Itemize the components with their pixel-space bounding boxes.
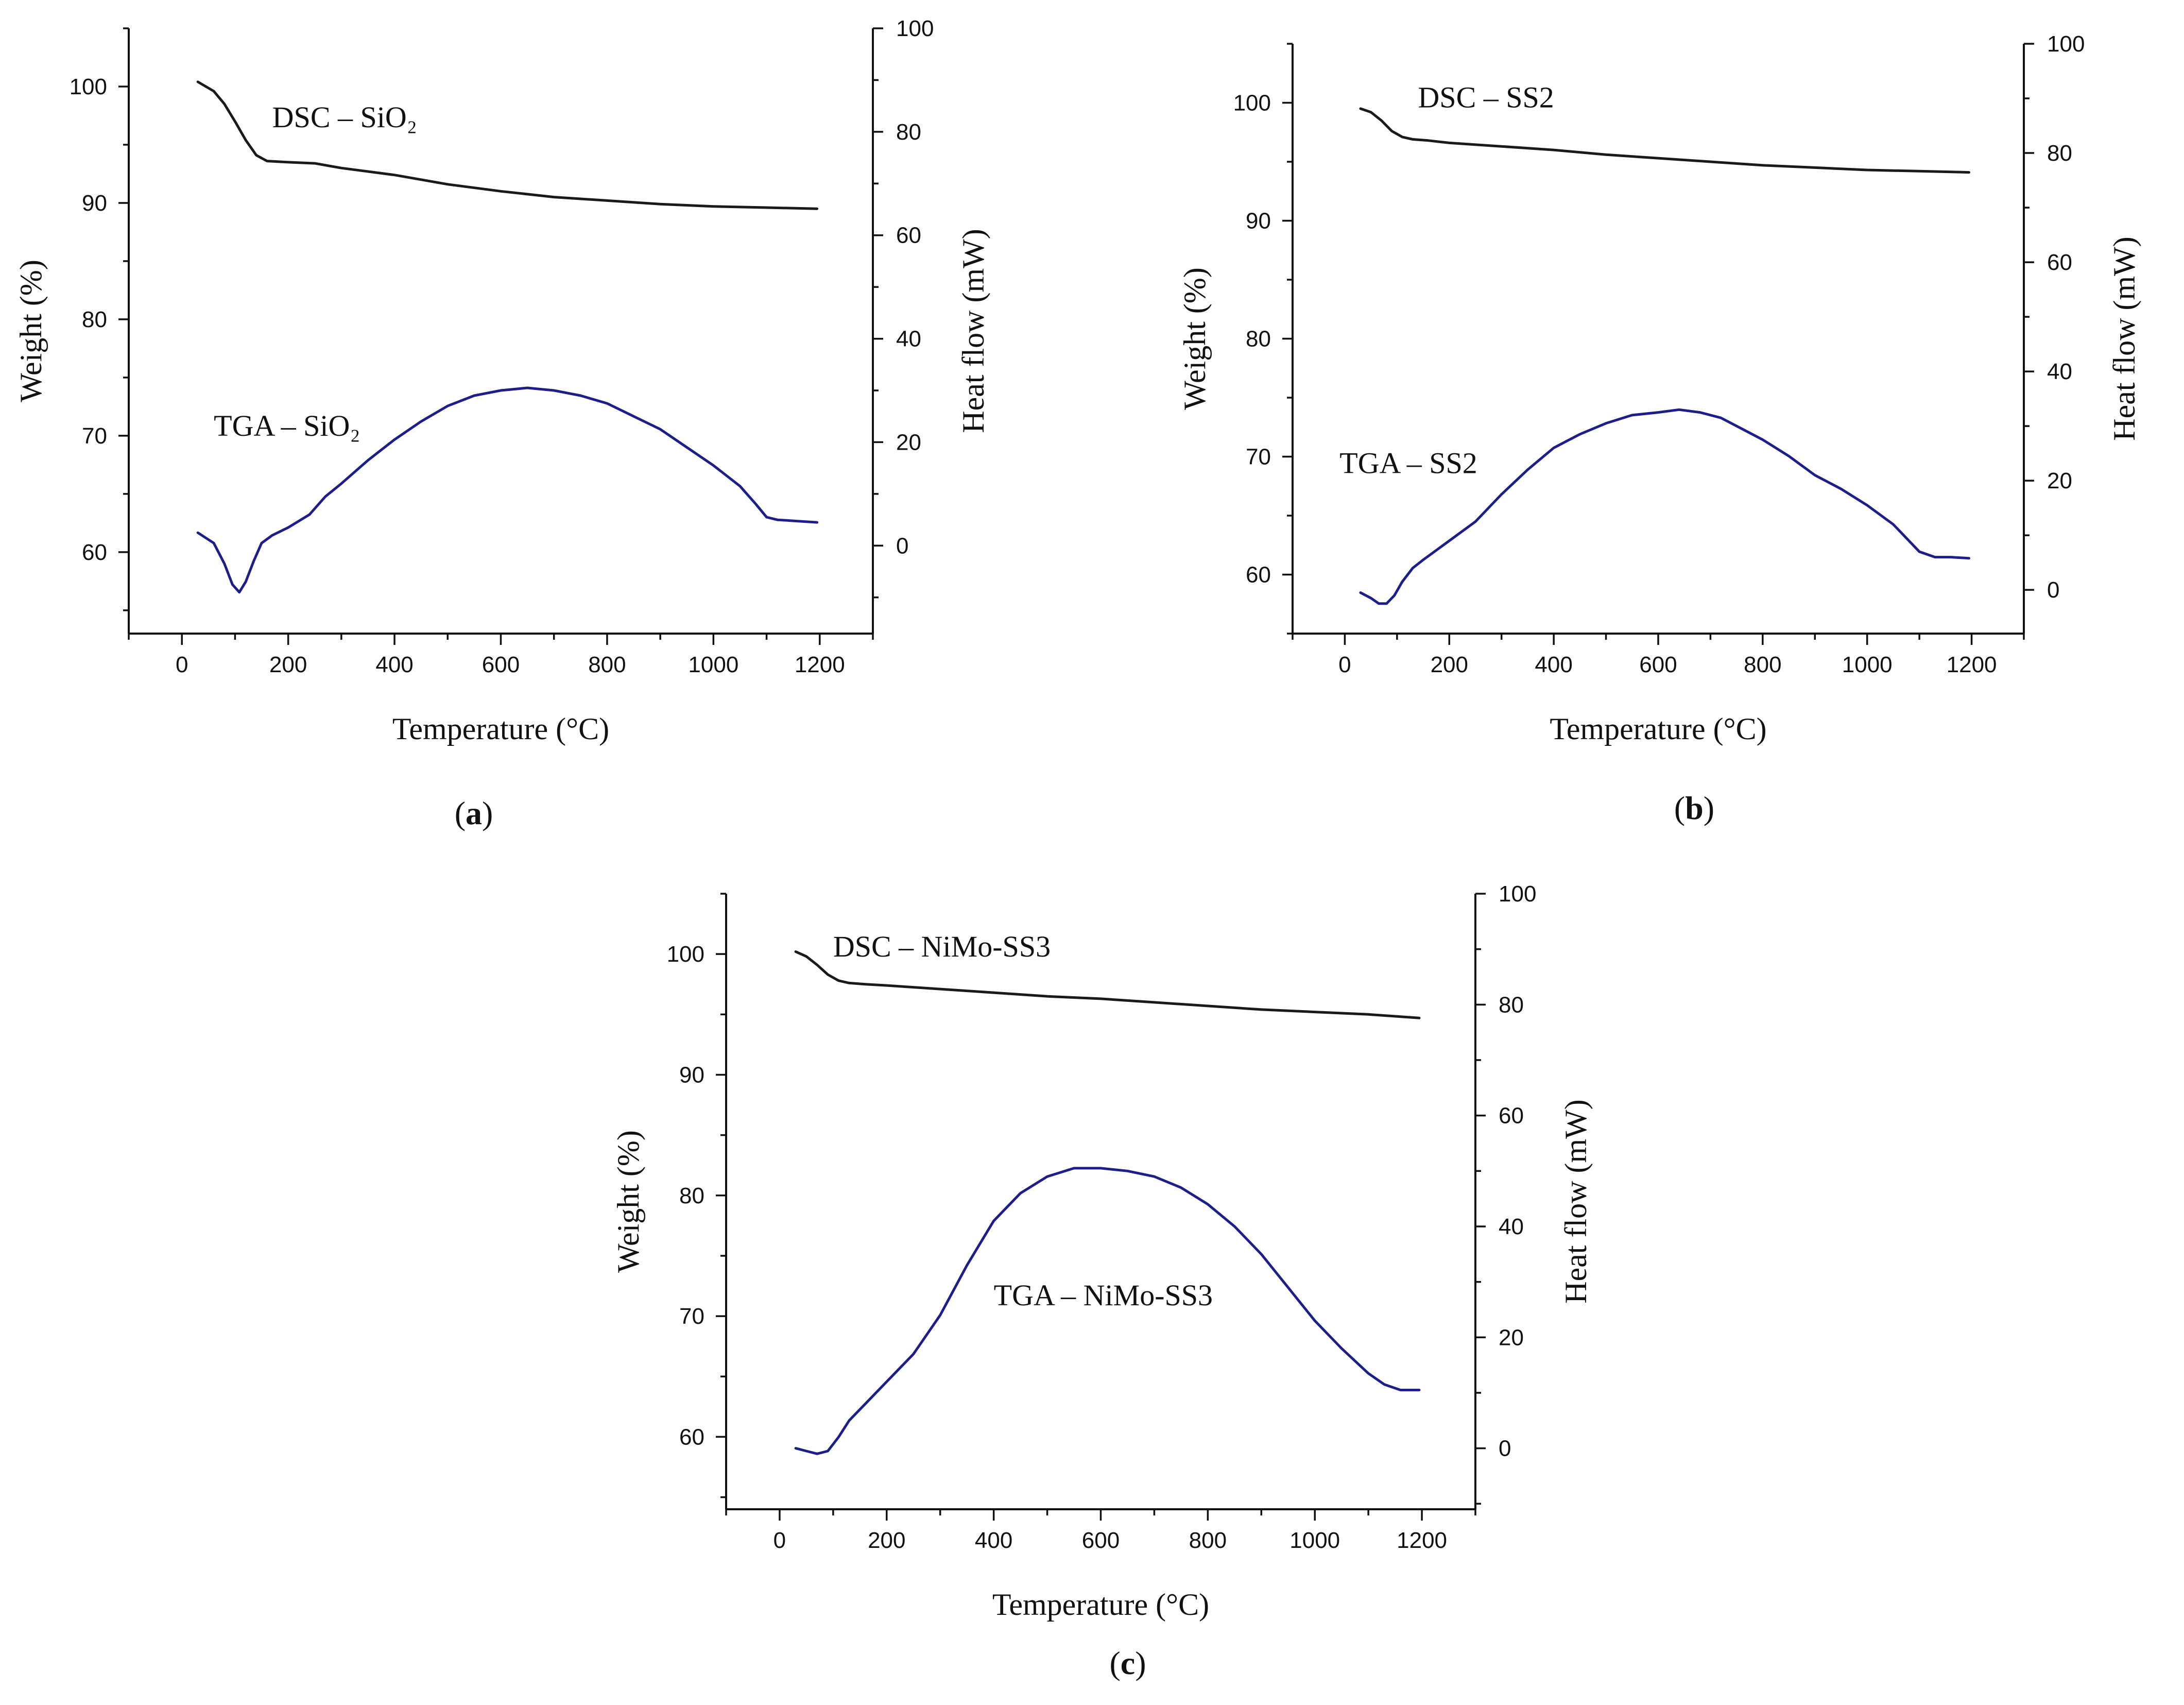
x-tick-label: 1000 bbox=[688, 652, 738, 677]
y-right-tick-label: 80 bbox=[2047, 141, 2072, 166]
x-tick-label: 1200 bbox=[795, 652, 845, 677]
panel-label-open-paren: ( bbox=[1109, 1645, 1120, 1681]
y-right-tick-label: 80 bbox=[896, 120, 921, 145]
x-tick-label: 400 bbox=[375, 652, 413, 677]
y-right-tick-label: 100 bbox=[1499, 881, 1536, 907]
y-right-tick-label: 0 bbox=[1499, 1436, 1511, 1461]
y-left-tick-label: 100 bbox=[1233, 91, 1271, 116]
x-tick-label: 800 bbox=[1744, 652, 1781, 677]
y-right-tick-label: 100 bbox=[2047, 31, 2085, 57]
x-tick-label: 200 bbox=[269, 652, 307, 677]
y-left-tick-label: 80 bbox=[82, 307, 107, 332]
y-right-tick-label: 40 bbox=[896, 327, 921, 352]
annotation-dsc-label: DSC – NiMo-SS3 bbox=[833, 930, 1051, 963]
y-right-tick-label: 40 bbox=[2047, 359, 2072, 384]
panel-label-c: (c) bbox=[1109, 1645, 1146, 1681]
chart-panel-c: 0 200 400 600 800 1000 12006070809010002040608… bbox=[611, 881, 1593, 1681]
y-right-tick-label: 60 bbox=[896, 223, 921, 248]
y-right-tick-label: 80 bbox=[1499, 992, 1524, 1017]
x-tick-label: 400 bbox=[975, 1528, 1012, 1553]
annotation-tga-label: TGA – NiMo-SS3 bbox=[994, 1278, 1213, 1312]
annotation-dsc-label: DSC – SS2 bbox=[1418, 81, 1554, 114]
panel-label-close-paren: ) bbox=[1135, 1645, 1146, 1681]
y-left-tick-label: 60 bbox=[1246, 562, 1271, 588]
panel-label-open-paren: ( bbox=[455, 795, 466, 831]
x-tick-label: 800 bbox=[588, 652, 626, 677]
panel-label-letter: a bbox=[466, 795, 482, 831]
panel-label-b: (b) bbox=[1674, 790, 1714, 826]
y-left-tick-label: 100 bbox=[667, 942, 704, 967]
x-tick-label: 200 bbox=[868, 1528, 905, 1553]
chart-panel-a: 0 200 400 600 800 1000 12006070809010002040608… bbox=[14, 16, 990, 831]
y-right-tick-label: 20 bbox=[2047, 468, 2072, 493]
panel-label-close-paren: ) bbox=[1704, 790, 1714, 826]
x-axis-title: Temperature (°C) bbox=[1550, 712, 1766, 746]
y-left-tick-label: 80 bbox=[679, 1183, 704, 1208]
x-tick-label: 0 bbox=[1338, 652, 1351, 677]
y-right-tick-label: 60 bbox=[2047, 250, 2072, 275]
y-left-axis-title: Weight (%) bbox=[611, 1130, 645, 1273]
series-tga-line bbox=[1359, 408, 1970, 605]
panel-label-letter: c bbox=[1121, 1645, 1135, 1681]
y-left-tick-label: 90 bbox=[82, 191, 107, 216]
annotation-dsc-label: DSC – SiO₂ bbox=[272, 100, 417, 134]
x-tick-label: 0 bbox=[176, 652, 188, 677]
y-left-tick-label: 90 bbox=[1246, 209, 1271, 234]
panel-label-letter: b bbox=[1685, 790, 1704, 826]
y-left-tick-label: 90 bbox=[679, 1062, 704, 1087]
y-left-tick-label: 70 bbox=[1246, 445, 1271, 470]
x-tick-label: 600 bbox=[482, 652, 520, 677]
y-left-tick-label: 60 bbox=[82, 540, 107, 565]
x-tick-label: 0 bbox=[773, 1528, 786, 1553]
panel-label-close-paren: ) bbox=[482, 795, 493, 831]
y-left-tick-label: 100 bbox=[70, 74, 107, 99]
y-right-tick-label: 40 bbox=[1499, 1214, 1524, 1239]
x-tick-label: 1200 bbox=[1947, 652, 1997, 677]
chart-panel-b: 0 200 400 600 800 1000 12006070809010002040608… bbox=[1178, 31, 2141, 826]
y-left-tick-label: 60 bbox=[679, 1424, 704, 1450]
series-tga-line bbox=[196, 386, 819, 594]
y-left-tick-label: 80 bbox=[1246, 327, 1271, 352]
y-right-axis-title: Heat flow (mW) bbox=[1559, 1099, 1593, 1304]
y-right-tick-label: 20 bbox=[1499, 1325, 1524, 1350]
x-tick-label: 600 bbox=[1639, 652, 1677, 677]
panel-label-a: (a) bbox=[455, 795, 493, 831]
x-tick-label: 600 bbox=[1082, 1528, 1120, 1553]
y-left-tick-label: 70 bbox=[679, 1304, 704, 1329]
x-tick-label: 400 bbox=[1535, 652, 1572, 677]
series-dsc-line bbox=[1359, 107, 1970, 174]
x-axis-title: Temperature (°C) bbox=[392, 712, 609, 746]
series-dsc-line bbox=[794, 950, 1421, 1019]
annotation-tga-label: TGA – SS2 bbox=[1339, 447, 1477, 480]
y-right-tick-label: 20 bbox=[896, 430, 921, 455]
y-left-axis-title: Weight (%) bbox=[14, 260, 48, 402]
series-dsc-line bbox=[196, 80, 819, 210]
x-tick-label: 1000 bbox=[1289, 1528, 1340, 1553]
y-left-tick-label: 70 bbox=[82, 423, 107, 449]
y-right-tick-label: 100 bbox=[896, 16, 934, 41]
y-right-tick-label: 60 bbox=[1499, 1103, 1524, 1129]
x-tick-label: 1000 bbox=[1842, 652, 1893, 677]
x-tick-label: 1200 bbox=[1397, 1528, 1447, 1553]
y-left-axis-title: Weight (%) bbox=[1178, 267, 1212, 410]
annotation-tga-label: TGA – SiO₂ bbox=[214, 409, 360, 442]
y-right-tick-label: 0 bbox=[2047, 577, 2059, 603]
x-axis-title: Temperature (°C) bbox=[992, 1588, 1209, 1622]
panel-label-open-paren: ( bbox=[1674, 790, 1685, 826]
y-right-axis-title: Heat flow (mW) bbox=[956, 229, 990, 433]
series-tga-line bbox=[794, 1167, 1421, 1455]
y-right-axis-title: Heat flow (mW) bbox=[2107, 236, 2141, 441]
x-tick-label: 200 bbox=[1431, 652, 1468, 677]
x-tick-label: 800 bbox=[1189, 1528, 1227, 1553]
y-right-tick-label: 0 bbox=[896, 533, 908, 558]
